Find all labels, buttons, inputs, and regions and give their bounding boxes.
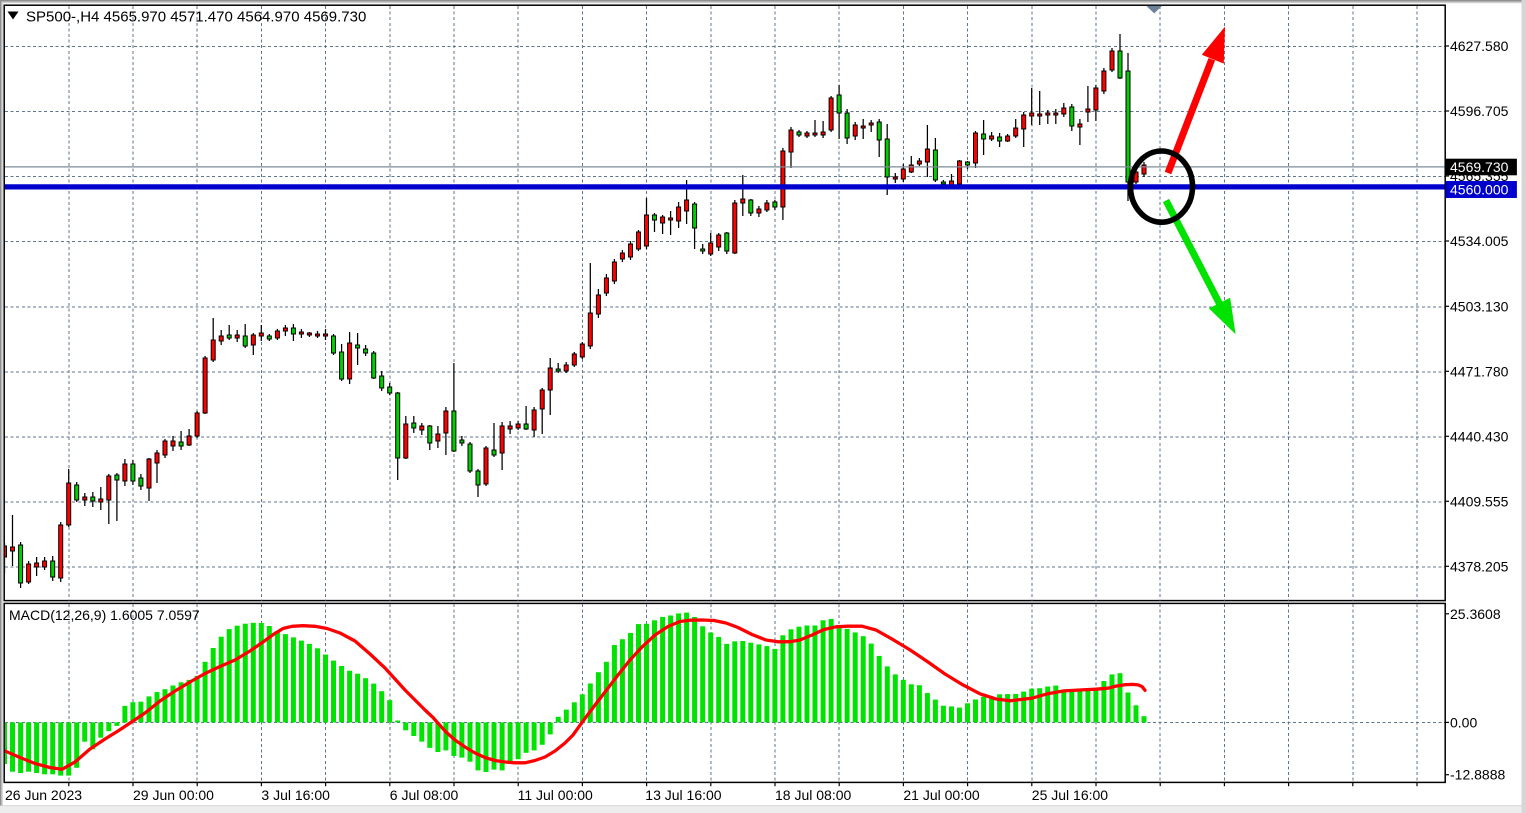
svg-text:26 Jun 2023: 26 Jun 2023 <box>5 787 82 803</box>
svg-text:-12.8888: -12.8888 <box>1450 767 1505 783</box>
svg-text:0.00: 0.00 <box>1450 714 1477 730</box>
svg-text:6 Jul 08:00: 6 Jul 08:00 <box>390 787 459 803</box>
svg-text:25 Jul 16:00: 25 Jul 16:00 <box>1032 787 1108 803</box>
svg-text:4534.005: 4534.005 <box>1450 233 1509 249</box>
svg-text:4569.730: 4569.730 <box>1450 159 1509 175</box>
svg-text:18 Jul 08:00: 18 Jul 08:00 <box>775 787 851 803</box>
svg-text:4596.705: 4596.705 <box>1450 103 1509 119</box>
svg-text:29 Jun 00:00: 29 Jun 00:00 <box>133 787 214 803</box>
svg-text:11 Jul 00:00: 11 Jul 00:00 <box>518 787 593 803</box>
svg-text:MACD(12,26,9) 1.6005 7.0597: MACD(12,26,9) 1.6005 7.0597 <box>9 607 200 623</box>
svg-text:4627.580: 4627.580 <box>1450 38 1509 54</box>
svg-text:13 Jul 16:00: 13 Jul 16:00 <box>645 787 721 803</box>
svg-text:4440.430: 4440.430 <box>1450 428 1509 444</box>
svg-text:4560.000: 4560.000 <box>1450 181 1509 197</box>
svg-text:4378.205: 4378.205 <box>1450 558 1509 574</box>
svg-text:SP500-,H4 4565.970 4571.470 45: SP500-,H4 4565.970 4571.470 4564.970 456… <box>26 9 366 26</box>
svg-text:25.3608: 25.3608 <box>1450 606 1501 622</box>
svg-text:4471.780: 4471.780 <box>1450 363 1509 379</box>
svg-text:4503.130: 4503.130 <box>1450 298 1509 314</box>
svg-text:4409.555: 4409.555 <box>1450 493 1509 509</box>
svg-text:3 Jul 16:00: 3 Jul 16:00 <box>261 787 330 803</box>
svg-text:21 Jul 00:00: 21 Jul 00:00 <box>903 787 979 803</box>
